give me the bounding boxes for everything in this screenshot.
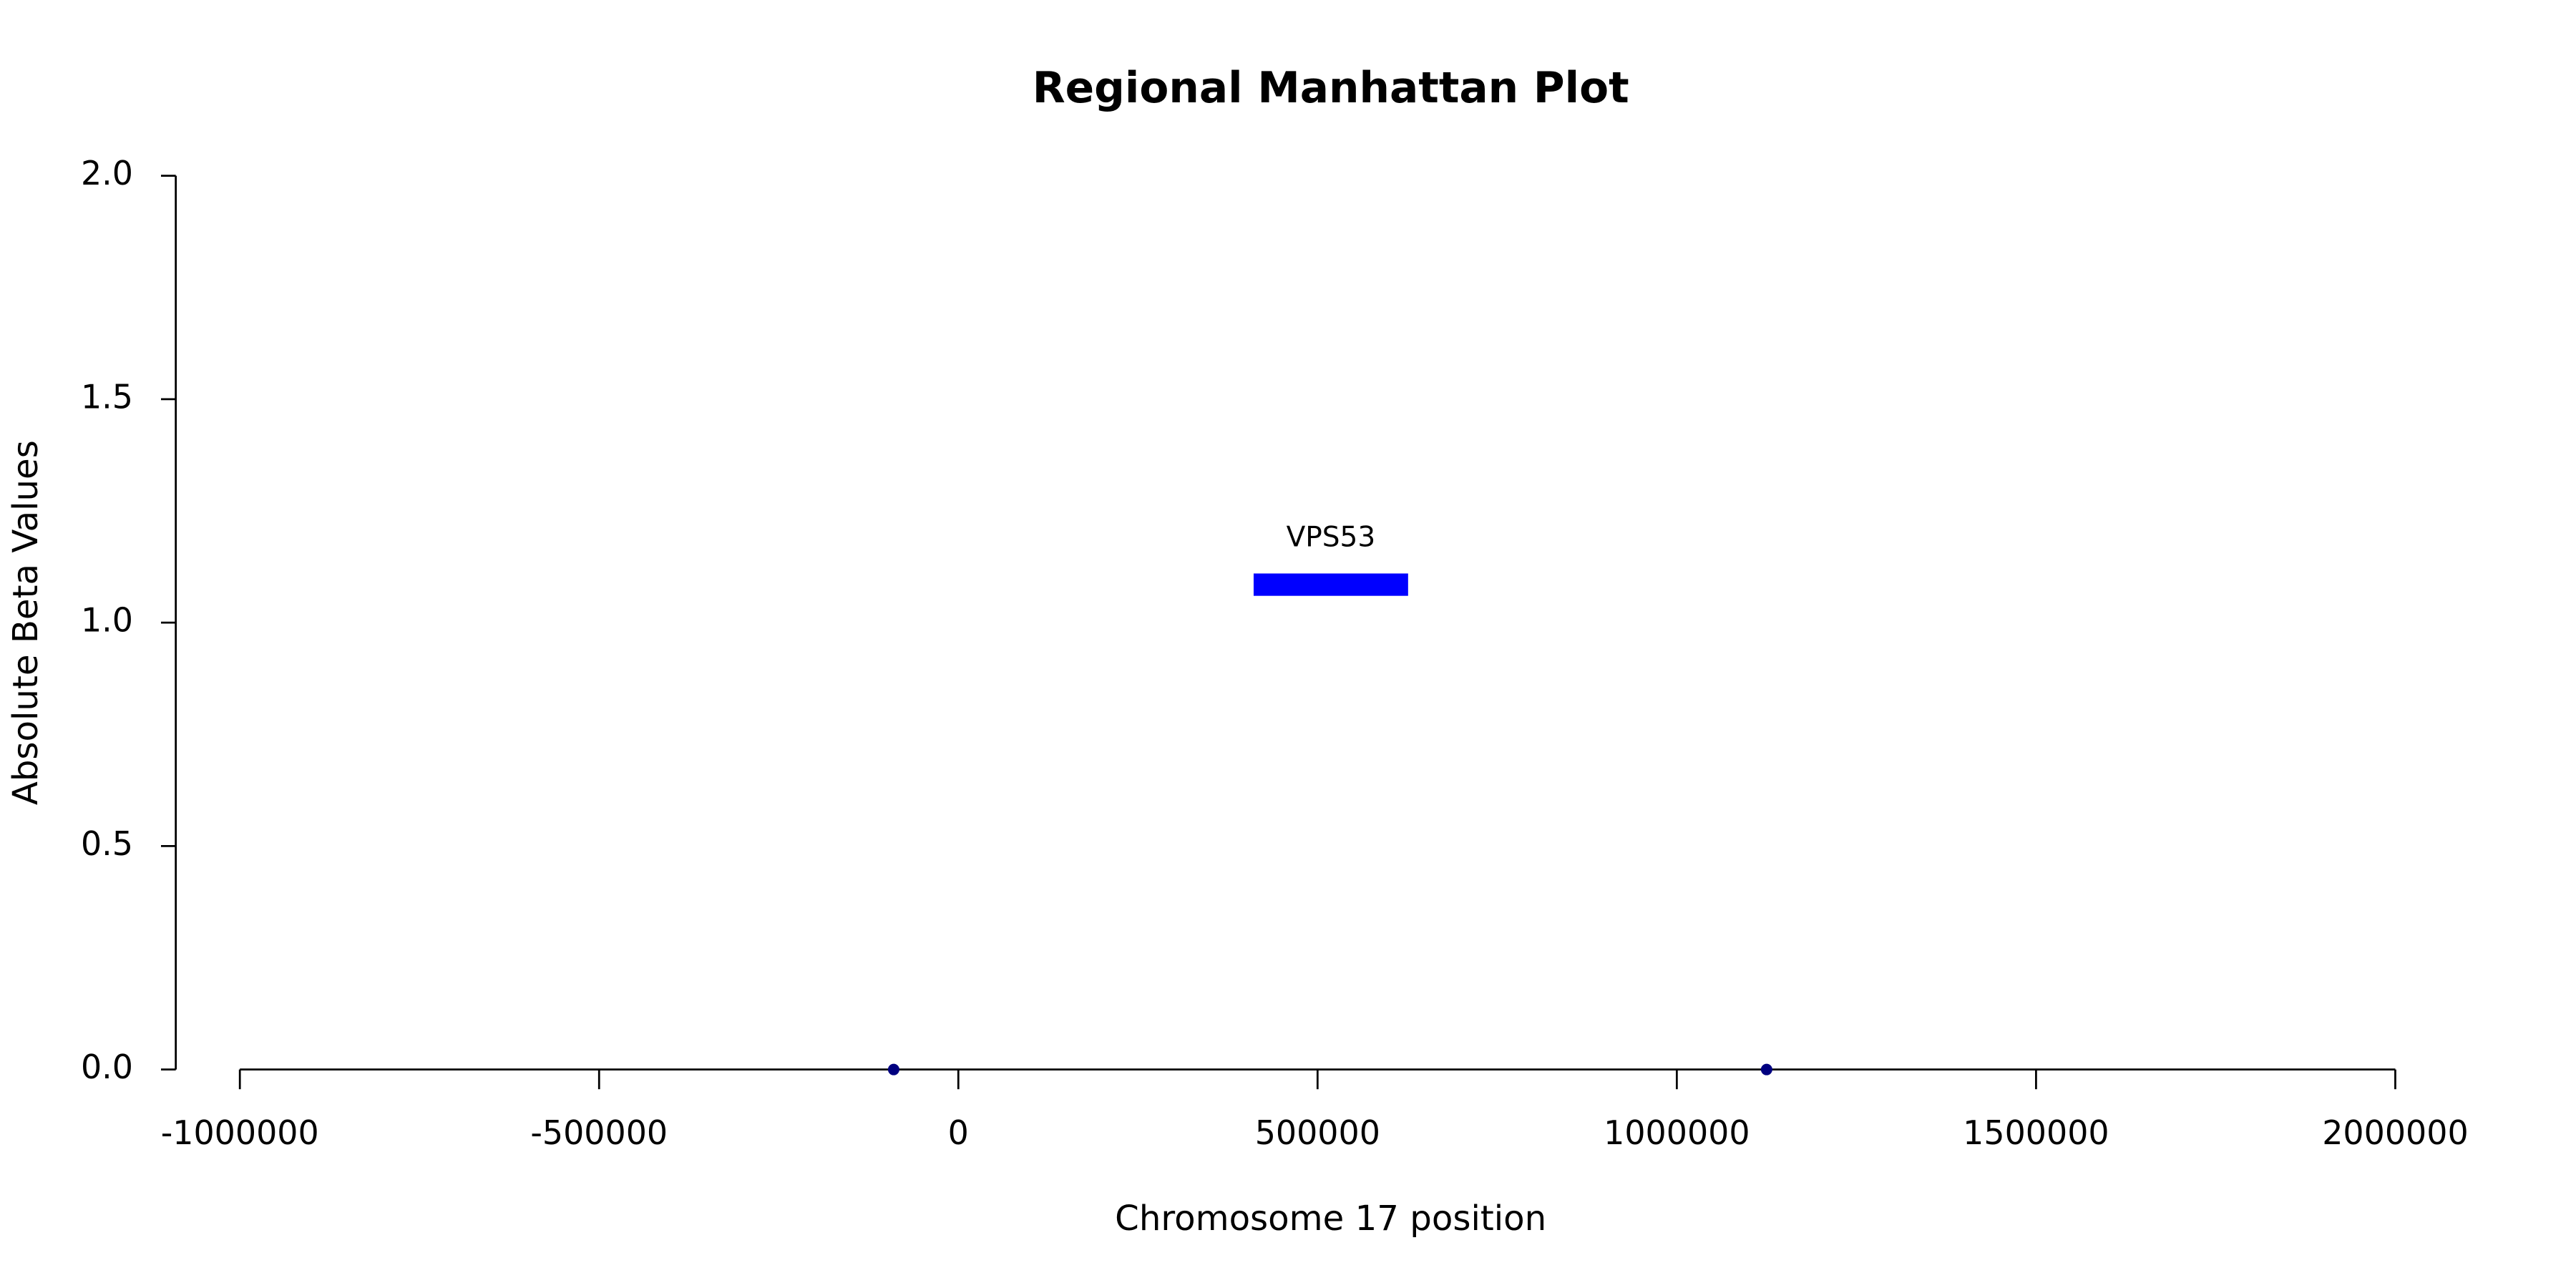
y-tick-label: 1.5 xyxy=(81,377,133,416)
data-point xyxy=(887,1063,899,1075)
x-tick-label: 1500000 xyxy=(1963,1113,2109,1152)
y-tick-label: 0.5 xyxy=(81,824,133,863)
gene-bar xyxy=(1253,573,1408,596)
x-axis-label: Chromosome 17 position xyxy=(1115,1199,1546,1239)
x-tick-label: -500000 xyxy=(530,1113,668,1152)
x-tick-label: 500000 xyxy=(1255,1113,1380,1152)
x-tick-label: 0 xyxy=(948,1113,969,1152)
x-tick-label: -1000000 xyxy=(161,1113,319,1152)
y-axis-label: Absolute Beta Values xyxy=(6,440,46,805)
gene-label: VPS53 xyxy=(1287,522,1376,554)
x-tick-label: 2000000 xyxy=(2322,1113,2468,1152)
y-tick-label: 0.0 xyxy=(81,1048,133,1086)
y-tick-label: 2.0 xyxy=(81,154,133,192)
x-tick-label: 1000000 xyxy=(1604,1113,1750,1152)
data-point xyxy=(1760,1063,1772,1075)
chart-title: Regional Manhattan Plot xyxy=(1033,64,1629,113)
y-tick-label: 1.0 xyxy=(81,601,133,640)
